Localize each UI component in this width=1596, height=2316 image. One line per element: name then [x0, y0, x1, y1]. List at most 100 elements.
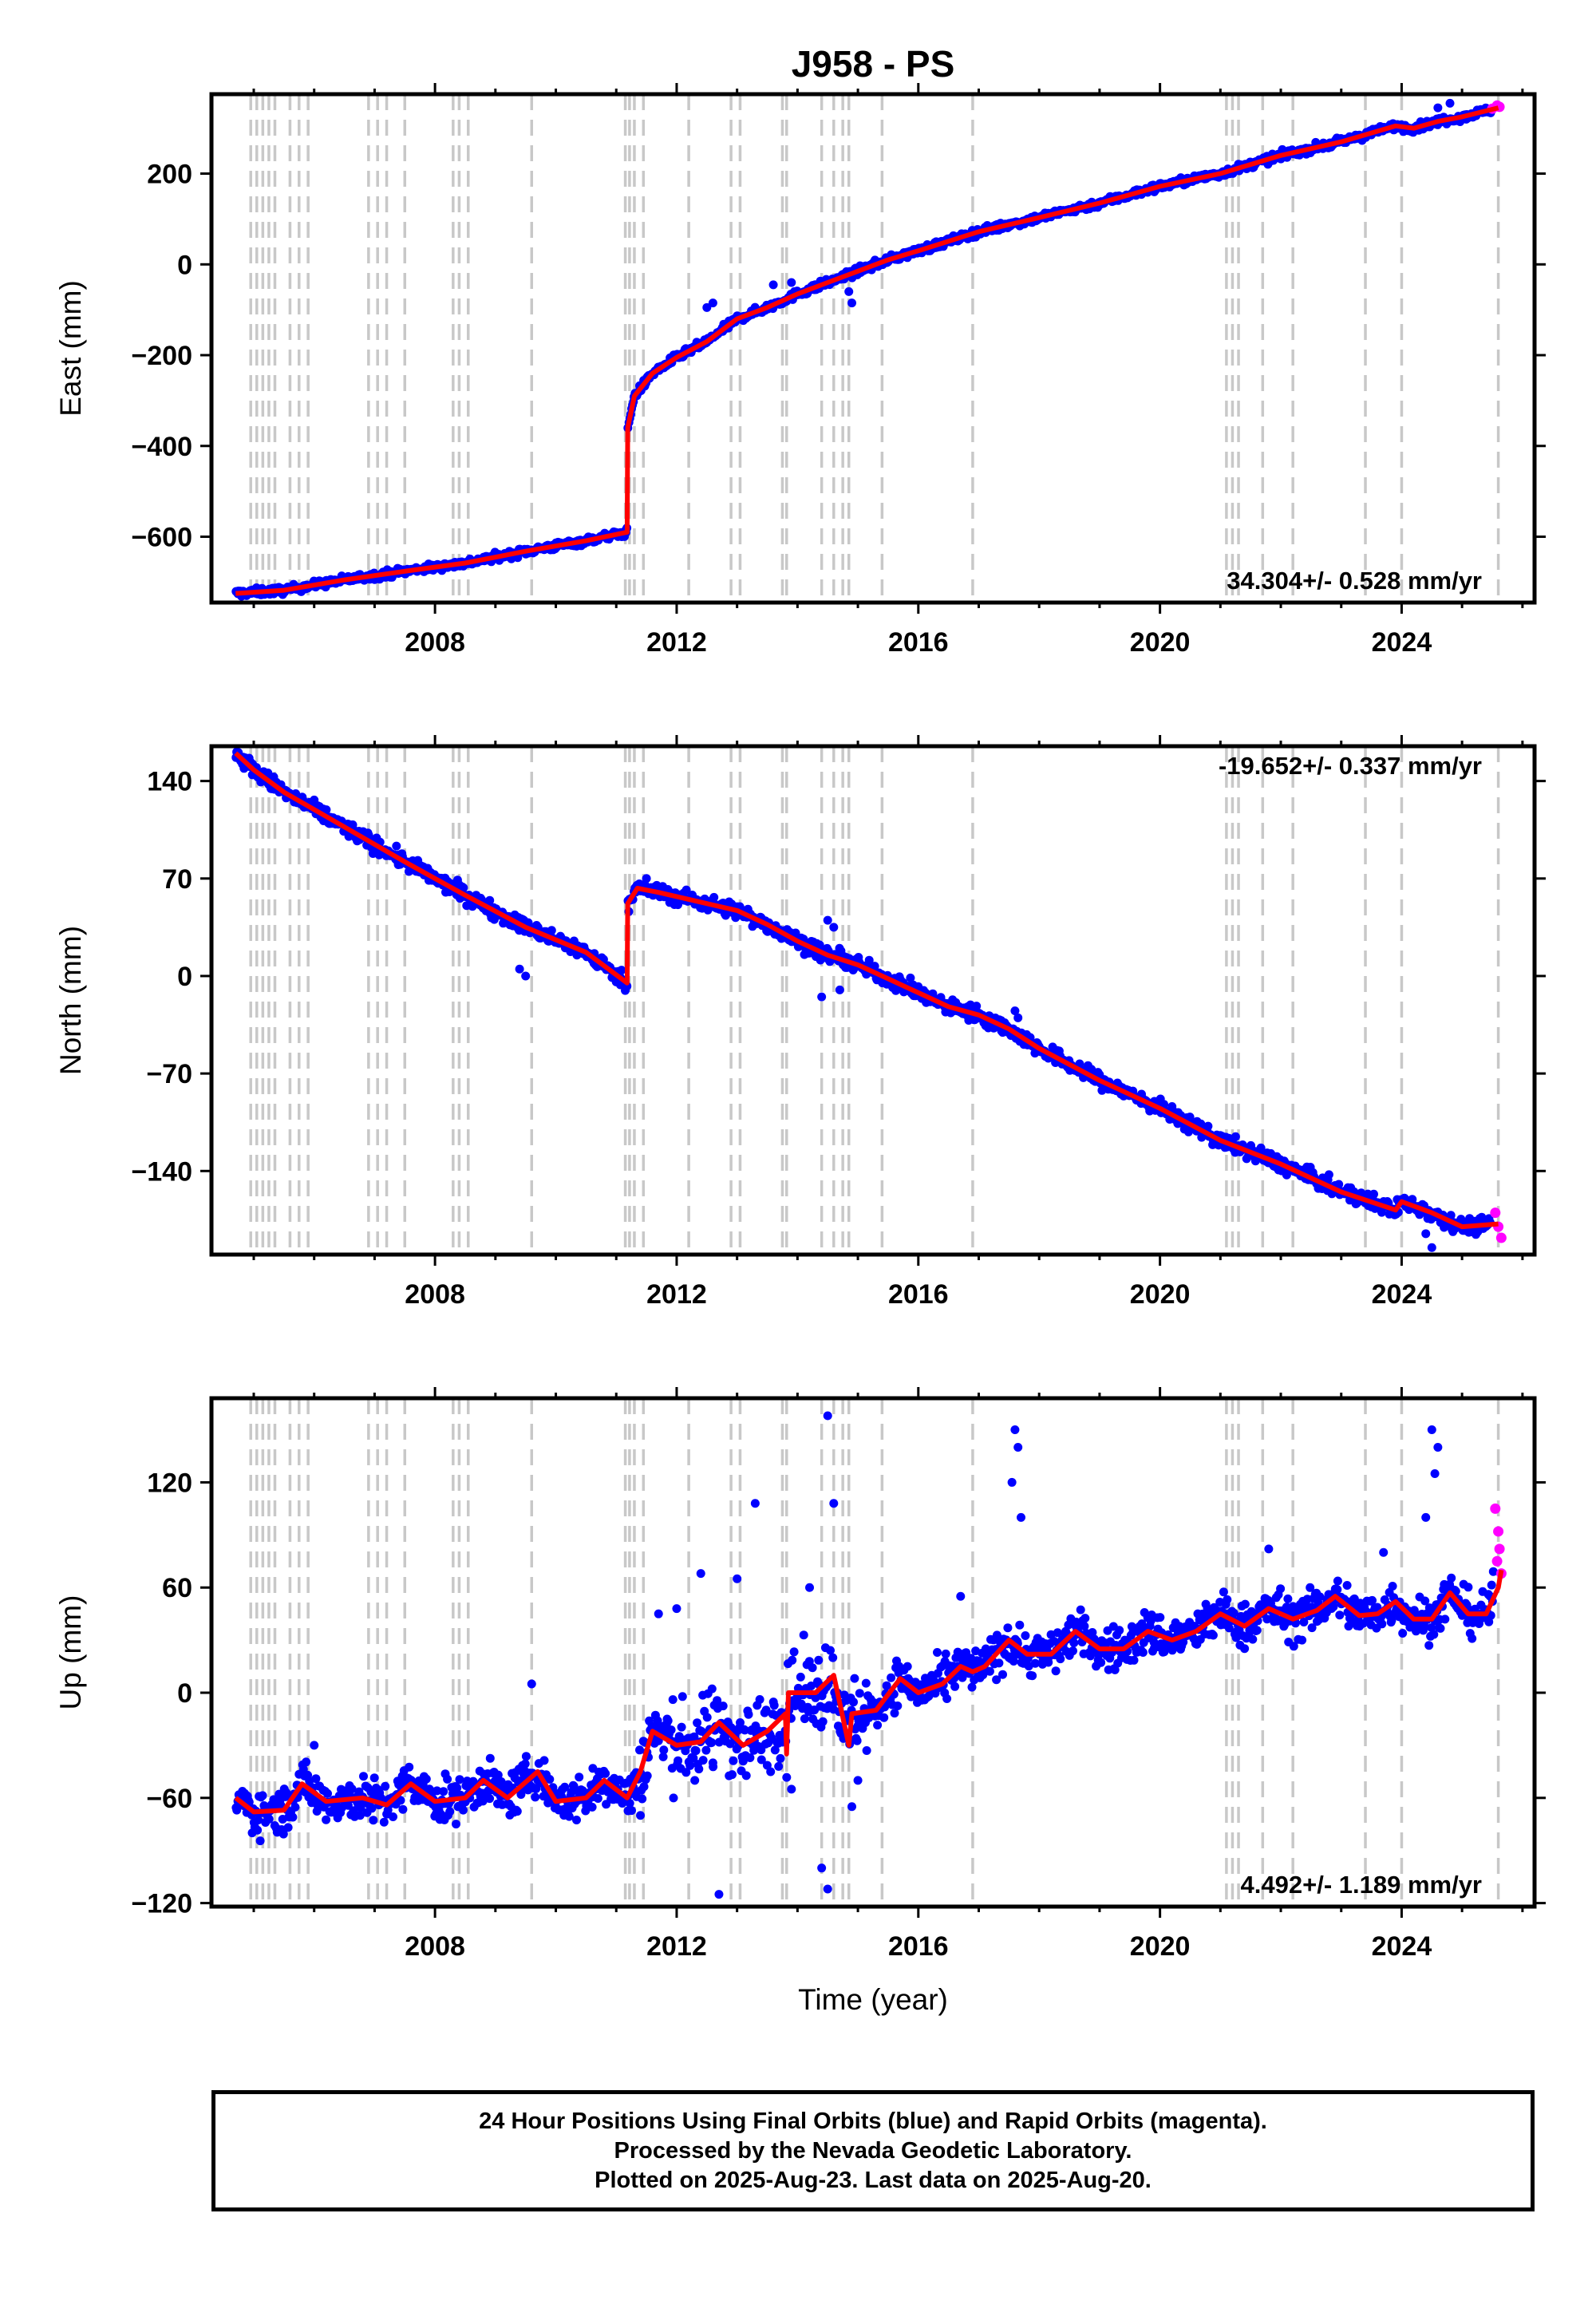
data-point — [862, 1746, 871, 1755]
data-point-rapid — [1490, 1207, 1501, 1219]
data-point — [850, 1674, 859, 1683]
y-tick-label: 0 — [177, 250, 192, 280]
data-point-outlier — [708, 1758, 717, 1768]
data-point — [642, 1771, 652, 1780]
data-point-outlier — [515, 964, 524, 974]
data-point — [826, 1646, 835, 1655]
data-point — [531, 1792, 540, 1802]
data-point — [1344, 1622, 1353, 1631]
model-line-north — [234, 751, 1499, 1230]
data-point — [674, 1756, 683, 1765]
data-point-outlier — [835, 985, 844, 994]
y-tick-label: 60 — [162, 1573, 192, 1603]
data-point — [1080, 1622, 1089, 1631]
y-tick-label: 70 — [162, 864, 192, 895]
data-point-outlier — [1421, 1229, 1431, 1239]
footer-line-3: Plotted on 2025-Aug-23. Last data on 202… — [595, 2167, 1152, 2193]
data-point — [367, 1804, 377, 1813]
x-tick-label: 2012 — [646, 627, 707, 658]
data-point — [560, 1782, 570, 1792]
data-point-outlier — [853, 1776, 863, 1785]
model-line-up — [234, 1569, 1504, 1815]
series-final-up — [231, 1411, 1498, 1899]
data-point — [849, 1697, 858, 1707]
data-point — [355, 1811, 365, 1820]
data-point-outlier — [1433, 103, 1443, 113]
data-point — [459, 883, 468, 892]
data-point-outlier — [847, 298, 857, 308]
data-point-outlier — [1016, 1512, 1025, 1522]
data-point — [744, 1709, 753, 1719]
panel-up: −120 −60 0 60 120 2008 2012 2016 2020 2024 Up (mm)… — [54, 1387, 1546, 1962]
data-point — [521, 1752, 531, 1761]
data-point — [728, 1770, 737, 1780]
data-point — [1069, 1646, 1077, 1656]
data-point — [689, 1732, 699, 1741]
data-point — [547, 926, 556, 935]
data-point — [455, 1775, 464, 1784]
data-point — [855, 1689, 864, 1698]
data-point — [485, 1794, 495, 1804]
data-point — [800, 1714, 809, 1724]
data-point-outlier — [1430, 1468, 1440, 1478]
data-point — [903, 1662, 912, 1671]
data-point — [1051, 1666, 1061, 1676]
data-point — [1424, 1641, 1434, 1650]
footer-line-2: Processed by the Nevada Geodetic Laborat… — [614, 2137, 1132, 2164]
data-point — [766, 1767, 776, 1777]
x-tick-label: 2016 — [888, 627, 949, 658]
data-point — [1368, 1595, 1377, 1605]
data-point — [1283, 1594, 1293, 1603]
data-point — [942, 1694, 952, 1703]
data-point — [1276, 1584, 1286, 1594]
data-point — [1324, 1170, 1333, 1180]
data-point-outlier — [714, 1890, 724, 1899]
data-point — [1069, 1638, 1079, 1647]
data-point — [658, 1752, 668, 1761]
data-point — [659, 1745, 669, 1755]
data-point — [681, 885, 691, 895]
data-point — [396, 1796, 405, 1805]
chart-title: J958 - PS — [792, 43, 955, 85]
data-point-outlier — [823, 915, 832, 925]
data-point-outlier — [768, 280, 778, 290]
data-point — [1110, 1665, 1120, 1674]
rate-label-up: 4.492+/- 1.189 mm/yr — [1241, 1871, 1482, 1899]
data-point-outlier — [1427, 1425, 1436, 1435]
data-point — [322, 1815, 331, 1824]
data-point — [276, 1800, 286, 1810]
data-point-outlier — [823, 1411, 832, 1421]
data-point — [757, 1755, 766, 1765]
data-point — [290, 1802, 300, 1812]
data-point — [941, 1649, 950, 1658]
data-point — [485, 895, 495, 905]
x-tick-label: 2008 — [405, 1931, 465, 1962]
rate-label-east: 34.304+/- 0.528 mm/yr — [1227, 567, 1482, 595]
data-point — [890, 1709, 899, 1718]
data-point — [405, 1762, 414, 1772]
data-point-outlier — [847, 1802, 857, 1812]
data-point — [279, 1829, 288, 1839]
y-tick-label: −600 — [131, 523, 192, 553]
data-point-outlier — [642, 874, 651, 883]
data-point — [740, 1725, 749, 1735]
data-point-outlier — [310, 1741, 319, 1750]
data-point — [322, 805, 331, 815]
data-point-outlier — [733, 1574, 742, 1583]
data-point — [1208, 1630, 1218, 1640]
data-point-outlier — [787, 1784, 796, 1794]
data-point — [625, 1799, 634, 1808]
data-point — [1030, 1658, 1040, 1668]
data-point — [1398, 1629, 1408, 1638]
data-point — [1096, 1658, 1106, 1667]
data-point — [1129, 1655, 1139, 1665]
data-point — [443, 1774, 452, 1784]
data-point — [1388, 1582, 1397, 1591]
data-point-outlier — [829, 923, 839, 932]
data-point — [972, 1002, 982, 1011]
data-point — [808, 1663, 817, 1673]
axes-frame-up — [209, 1396, 1537, 1909]
data-point — [887, 1673, 896, 1682]
